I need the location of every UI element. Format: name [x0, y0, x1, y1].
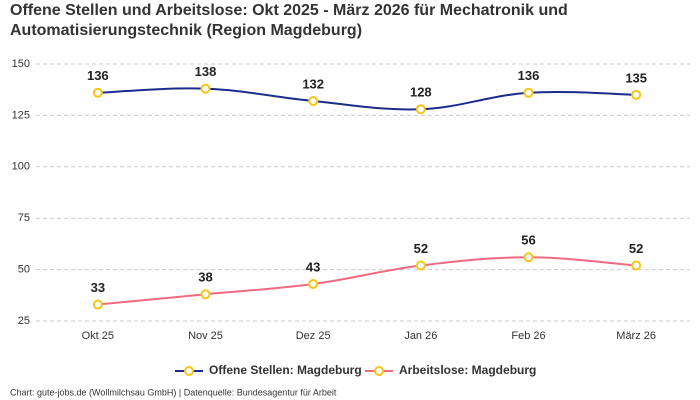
- data-label: 138: [195, 64, 217, 79]
- x-tick-label: März 26: [616, 330, 656, 342]
- point: [631, 89, 642, 100]
- point: [200, 289, 211, 300]
- y-tick-label: 75: [18, 212, 30, 224]
- x-tick-label: Jan 26: [404, 330, 437, 342]
- legend-label: Offene Stellen: Magdeburg: [209, 363, 362, 377]
- chart-title: Offene Stellen und Arbeitslose: Okt 2025…: [10, 2, 568, 39]
- point: [523, 252, 534, 263]
- x-tick-label: Dez 25: [296, 330, 331, 342]
- x-tick-label: Feb 26: [511, 330, 545, 342]
- point: [415, 260, 426, 271]
- x-tick-label: Nov 25: [188, 330, 223, 342]
- point: [200, 83, 211, 94]
- y-tick-label: 50: [18, 264, 30, 276]
- point: [308, 96, 319, 107]
- data-label: 132: [302, 76, 324, 91]
- point: [92, 299, 103, 310]
- y-tick-label: 25: [18, 315, 30, 327]
- data-label: 136: [518, 68, 540, 83]
- data-label: 43: [306, 259, 320, 274]
- x-tick-label: Okt 25: [82, 330, 114, 342]
- source: Chart: gute-jobs.de (Wollmilchsau GmbH) …: [10, 387, 337, 397]
- line: [97, 87, 637, 111]
- data-label: 52: [629, 241, 643, 256]
- point: [631, 260, 642, 271]
- data-label: 33: [91, 280, 105, 295]
- point: [92, 87, 103, 98]
- point: [523, 87, 534, 98]
- legend-label: Arbeitslose: Magdeburg: [399, 363, 536, 377]
- y-tick-label: 125: [12, 109, 30, 121]
- point: [415, 104, 426, 115]
- legend-marker: [374, 366, 384, 376]
- data-label: 56: [521, 233, 535, 248]
- data-label: 128: [410, 85, 432, 100]
- legend-marker: [184, 366, 194, 376]
- y-tick-label: 100: [12, 161, 30, 173]
- data-label: 135: [625, 70, 647, 85]
- data-label: 52: [414, 241, 428, 256]
- line: [97, 256, 637, 306]
- data-label: 136: [87, 68, 109, 83]
- point: [308, 278, 319, 289]
- data-label: 38: [198, 270, 212, 285]
- y-tick-label: 150: [12, 58, 30, 70]
